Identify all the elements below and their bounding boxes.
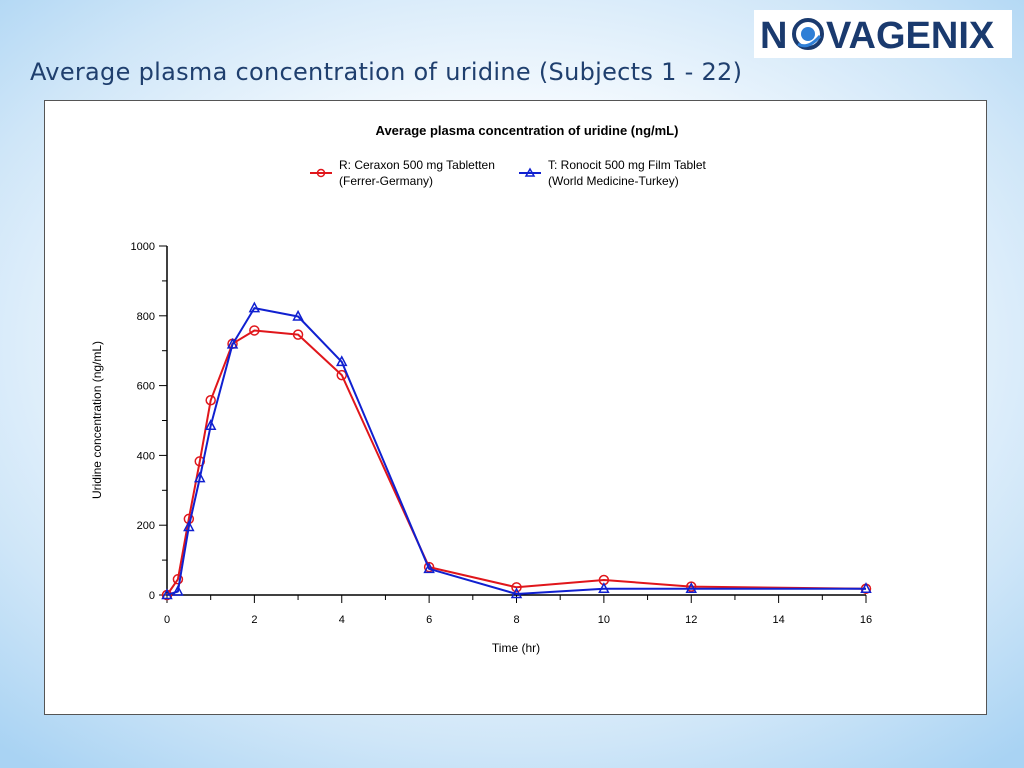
y-tick-label: 800 bbox=[137, 311, 155, 323]
data-point-circle bbox=[292, 329, 304, 340]
series-line bbox=[166, 329, 867, 596]
slide-title: Average plasma concentration of uridine … bbox=[30, 58, 743, 86]
concentration-chart: Average plasma concentration of uridine … bbox=[90, 123, 873, 655]
y-tick-label: 1000 bbox=[131, 241, 155, 253]
axes: 0 200 400 600 800 1000 0 2 4 6 8 10 12 14 16 bbox=[131, 241, 873, 626]
y-axis-label: Uridine concentration (ng/mL) bbox=[90, 341, 104, 499]
chart-panel: Average plasma concentration of uridine … bbox=[44, 100, 987, 715]
data-point-triangle bbox=[423, 562, 435, 574]
y-tick-label: 600 bbox=[137, 381, 155, 393]
logo-graphic: N VAGENIX bbox=[760, 15, 995, 54]
x-tick-label: 6 bbox=[426, 614, 432, 626]
data-point-triangle bbox=[860, 582, 872, 593]
data-point-triangle bbox=[336, 355, 348, 367]
x-tick-label: 12 bbox=[685, 614, 697, 626]
data-point-triangle bbox=[248, 301, 261, 313]
x-tick-label: 2 bbox=[251, 614, 257, 626]
legend-entry-reference: R: Ceraxon 500 mg Tabletten (Ferrer-Germ… bbox=[310, 158, 495, 188]
legend-marker-circle bbox=[316, 168, 326, 178]
x-tick-label: 16 bbox=[860, 614, 872, 626]
data-point-triangle bbox=[183, 520, 195, 532]
x-tick-label: 8 bbox=[513, 614, 519, 626]
data-point-circle bbox=[205, 395, 216, 406]
logo-letter-n: N bbox=[760, 15, 787, 54]
data-point-triangle bbox=[292, 309, 304, 321]
legend-label-test-line2: (World Medicine-Turkey) bbox=[548, 174, 679, 188]
legend-marker-triangle bbox=[524, 167, 536, 177]
data-point-triangle bbox=[204, 419, 217, 430]
plot-area bbox=[161, 301, 872, 601]
data-point-triangle bbox=[510, 587, 523, 599]
data-point-circle bbox=[511, 582, 522, 593]
data-point-triangle bbox=[161, 588, 173, 600]
series-test bbox=[161, 301, 872, 600]
y-tick-label: 0 bbox=[149, 590, 155, 602]
y-tick-label: 400 bbox=[137, 450, 155, 462]
company-logo: N VAGENIX bbox=[754, 10, 1012, 58]
x-tick-label: 14 bbox=[773, 614, 785, 626]
target-globe-icon bbox=[792, 18, 824, 50]
y-tick-label: 200 bbox=[137, 520, 155, 532]
legend-label-reference-line2: (Ferrer-Germany) bbox=[339, 174, 433, 188]
data-point-circle bbox=[249, 325, 260, 336]
legend-label-test-line1: T: Ronocit 500 mg Film Tablet bbox=[548, 158, 707, 172]
data-point-triangle bbox=[685, 582, 697, 593]
series-line bbox=[166, 307, 866, 596]
x-axis-label: Time (hr) bbox=[492, 641, 540, 655]
chart-title: Average plasma concentration of uridine … bbox=[376, 123, 679, 138]
data-point-triangle bbox=[226, 337, 239, 349]
data-point-circle bbox=[336, 369, 347, 381]
data-point-triangle bbox=[172, 584, 184, 596]
data-point-triangle bbox=[194, 471, 206, 483]
data-point-circle bbox=[172, 574, 184, 585]
x-tick-label: 0 bbox=[164, 614, 170, 626]
x-tick-label: 4 bbox=[339, 614, 345, 626]
series-reference bbox=[161, 325, 872, 601]
logo-letters: VAGENIX bbox=[826, 15, 995, 54]
x-tick-label: 10 bbox=[598, 614, 610, 626]
legend-entry-test: T: Ronocit 500 mg Film Tablet (World Med… bbox=[519, 158, 707, 188]
legend: R: Ceraxon 500 mg Tabletten (Ferrer-Germ… bbox=[310, 158, 707, 188]
data-point-triangle bbox=[598, 582, 610, 593]
legend-label-reference-line1: R: Ceraxon 500 mg Tabletten bbox=[339, 158, 495, 172]
